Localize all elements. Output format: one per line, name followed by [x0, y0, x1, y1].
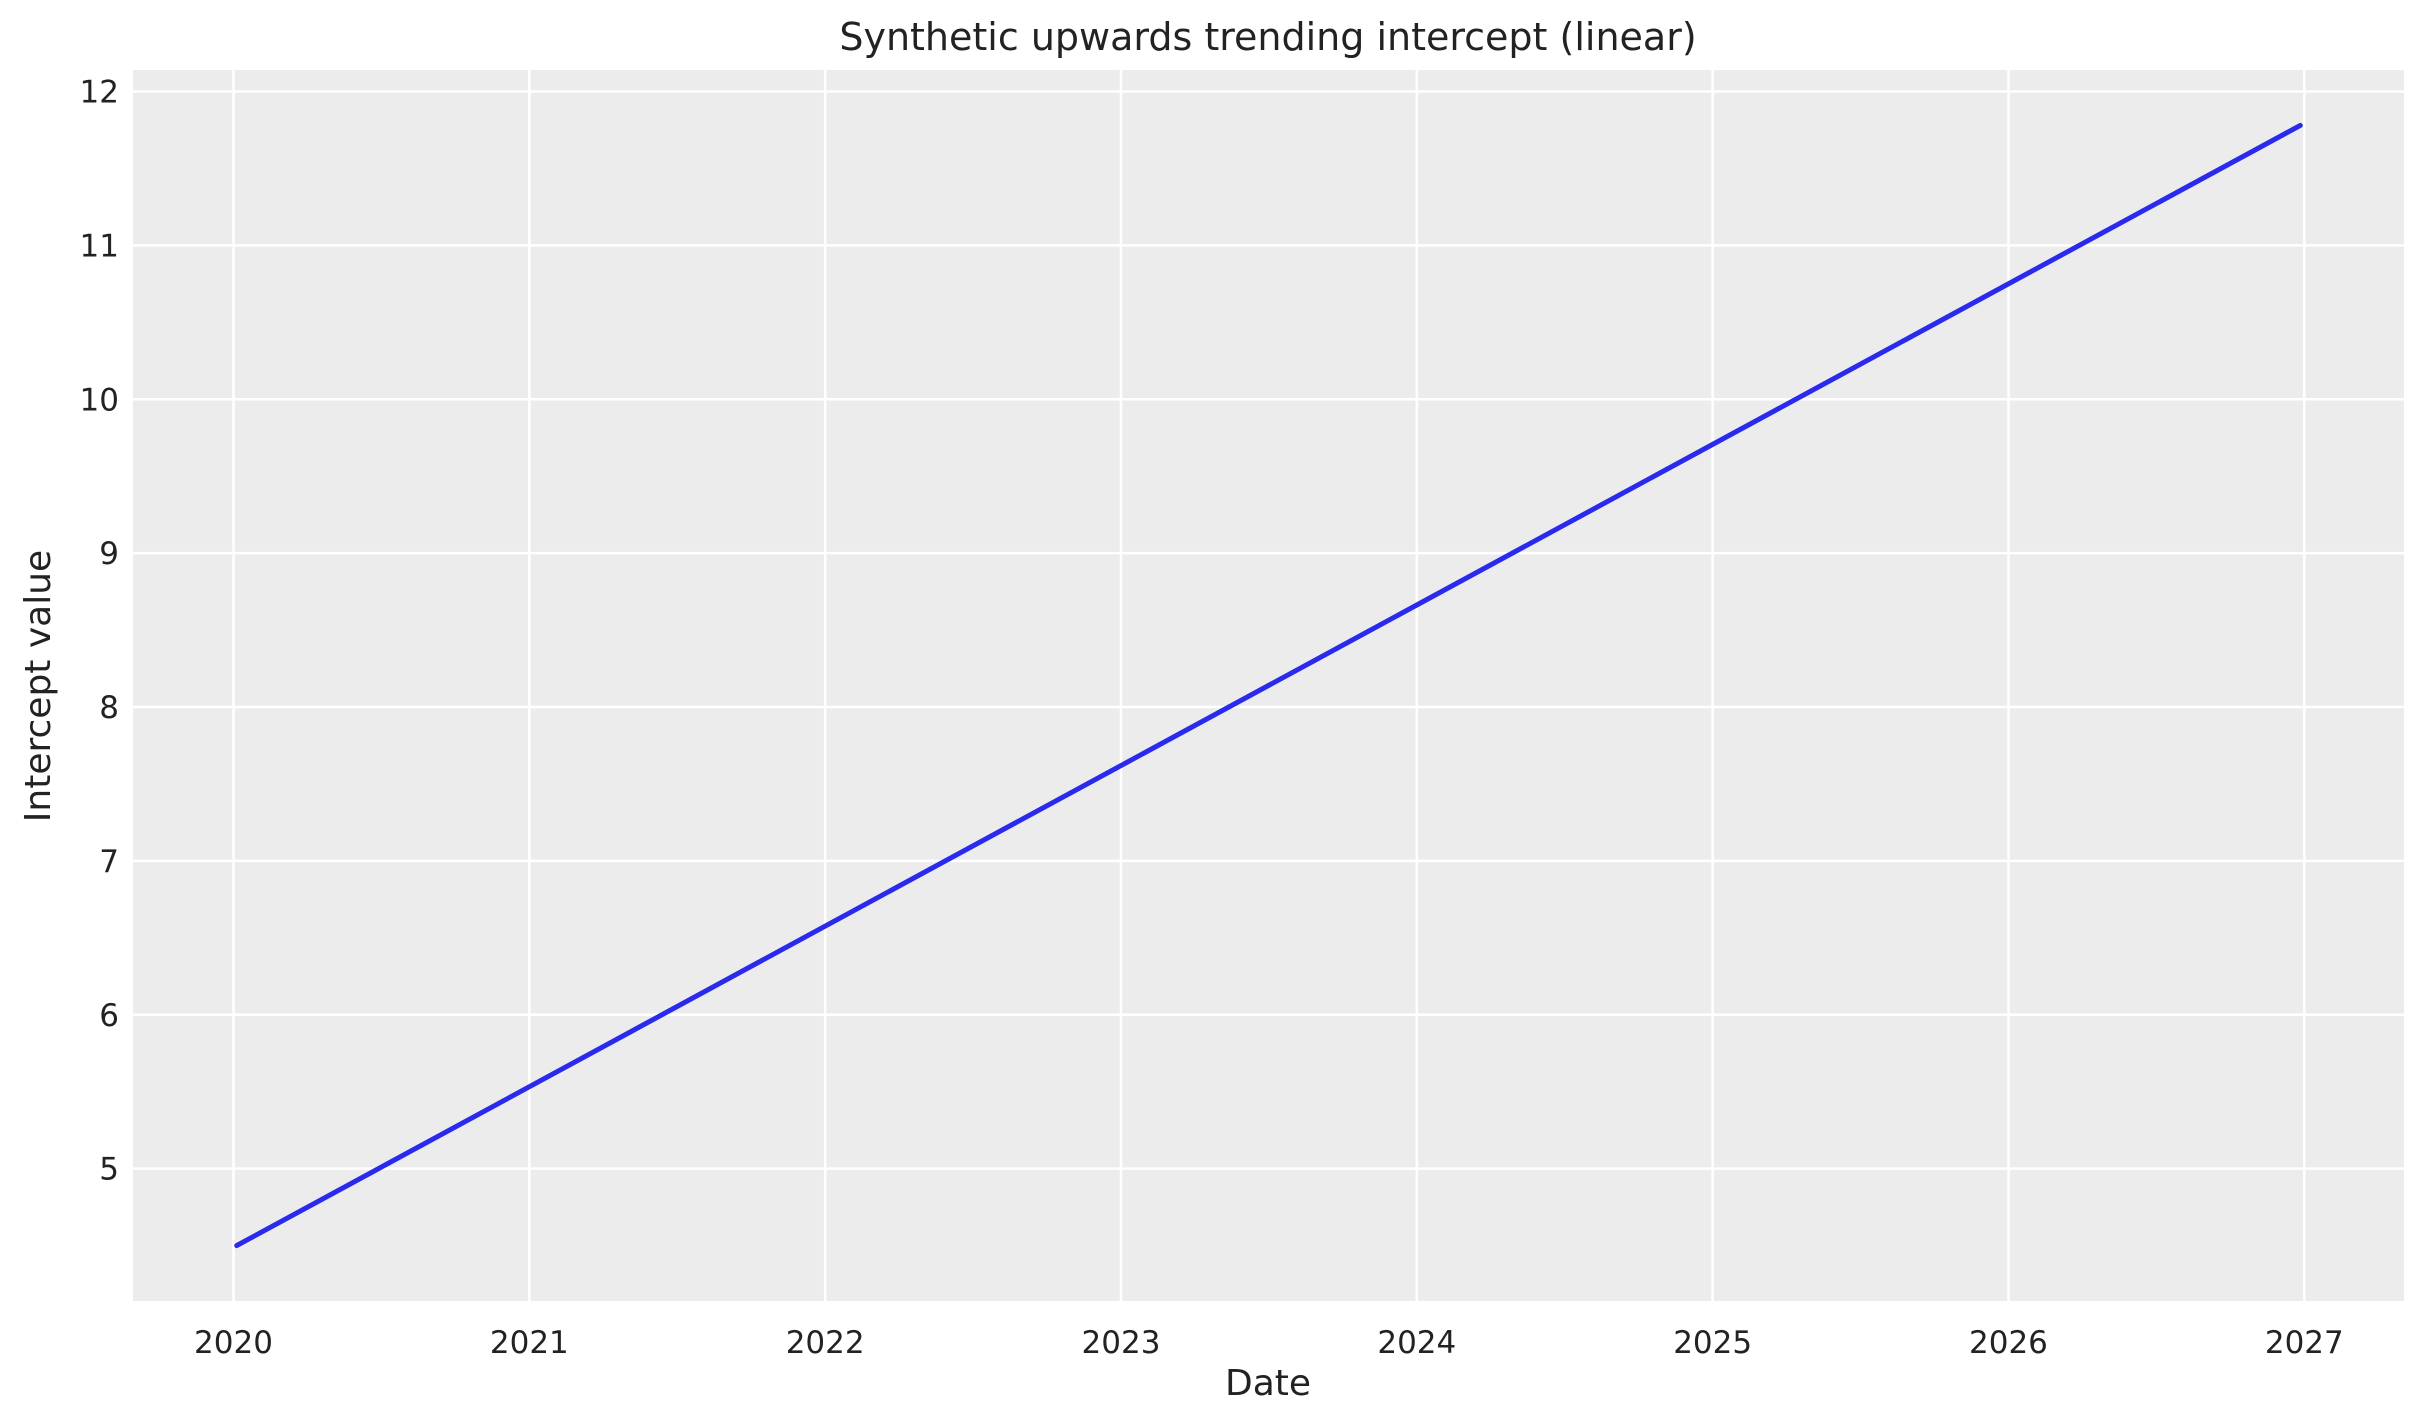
x-tick-label: 2024 [1377, 1325, 1456, 1361]
y-tick-label: 5 [99, 1152, 119, 1188]
x-tick-label: 2025 [1673, 1325, 1752, 1361]
y-tick-label: 7 [99, 844, 119, 880]
x-axis-label: Date [1225, 1363, 1311, 1404]
x-tick-label: 2022 [786, 1325, 865, 1361]
y-tick-label: 9 [99, 536, 119, 572]
x-tick-label: 2027 [2265, 1325, 2344, 1361]
gridlines [133, 70, 2404, 1301]
x-tick-label: 2026 [1969, 1325, 2048, 1361]
y-tick-label: 12 [80, 75, 119, 111]
series-layer [234, 122, 2303, 1249]
x-tick-labels: 2020 2021 2022 2023 2024 2025 2026 2027 [194, 1325, 2344, 1361]
y-axis-label: Intercept value [18, 550, 59, 822]
x-tick-label: 2021 [490, 1325, 569, 1361]
y-tick-label: 11 [80, 228, 119, 264]
y-tick-label: 10 [80, 382, 119, 418]
x-tick-label: 2020 [194, 1325, 273, 1361]
y-tick-label: 6 [99, 998, 119, 1034]
series-line [234, 122, 2303, 1249]
y-tick-label: 8 [99, 690, 119, 726]
chart-title: Synthetic upwards trending intercept (li… [839, 15, 1696, 59]
y-tick-labels: 5 6 7 8 9 10 11 12 [80, 75, 119, 1188]
x-tick-label: 2023 [1082, 1325, 1161, 1361]
